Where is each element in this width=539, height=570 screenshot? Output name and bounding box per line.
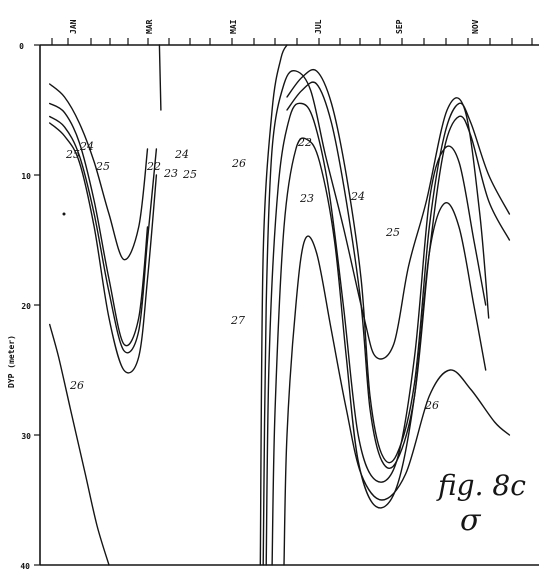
month-ticks: [51, 38, 533, 45]
contour-label-24-b: 24: [174, 148, 189, 161]
sigma-symbol: σ: [460, 503, 482, 538]
contour-label-25-d: 25: [385, 226, 400, 239]
contour-label-26-top: 26: [231, 157, 246, 170]
y-tick-40: 40: [20, 562, 30, 570]
contour-line-26-0: [49, 323, 110, 566]
month-label-mar: MAR: [145, 19, 154, 34]
y-tick-30: 30: [21, 432, 31, 441]
contour-line-23-11: [262, 70, 490, 566]
contour-label-25-c: 25: [182, 168, 197, 181]
month-label-sep: SEP: [395, 19, 404, 34]
contour-label-24-a: 24: [79, 140, 94, 153]
contour-line-22-5: [158, 44, 162, 111]
contour-label-26-left: 26: [69, 379, 84, 392]
contour-line-25-1: [49, 122, 158, 374]
contour-label-25-b: 25: [95, 160, 110, 173]
contour-label-22-a: 22: [146, 160, 161, 173]
contour-line-26-6: [286, 81, 511, 470]
contour-labels: 25 24 25 22 23 24 25 26 27 26 22 23 24 2…: [65, 136, 439, 412]
y-tick-10: 10: [21, 172, 31, 181]
contour-label-23-b: 23: [299, 192, 314, 205]
contour-line-25-2: [49, 115, 158, 354]
contour-label-27: 27: [230, 314, 245, 327]
month-label-nov: NOV: [471, 19, 480, 34]
contour-label-24-c: 24: [350, 190, 365, 203]
speck-mark: [62, 212, 66, 216]
month-label-jan: JAN: [69, 19, 78, 34]
contour-line-27-8: [283, 235, 511, 566]
contour-label-26-right: 26: [424, 399, 439, 412]
figure-annotation: fig. 8c: [436, 469, 526, 502]
contour-line-24-10: [265, 102, 487, 566]
contour-line-23-4: [49, 83, 149, 261]
y-tick-0: 0: [19, 42, 24, 51]
month-label-mai: MAI: [229, 19, 238, 34]
contour-line-24-3: [49, 102, 149, 347]
contour-line-25-9: [271, 137, 487, 566]
month-label-jul: JUL: [314, 19, 323, 34]
y-tick-20: 20: [21, 302, 31, 311]
contour-label-23-a: 23: [163, 167, 178, 180]
contour-lines: [49, 44, 511, 566]
contour-line-24-7: [286, 68, 511, 464]
contour-label-22-b: 22: [297, 136, 312, 149]
contour-line-22-12: [259, 44, 288, 566]
contour-label-25-a: 25: [65, 148, 80, 161]
y-axis-label: DYP (meter): [7, 335, 16, 388]
y-ticks: [34, 44, 40, 566]
